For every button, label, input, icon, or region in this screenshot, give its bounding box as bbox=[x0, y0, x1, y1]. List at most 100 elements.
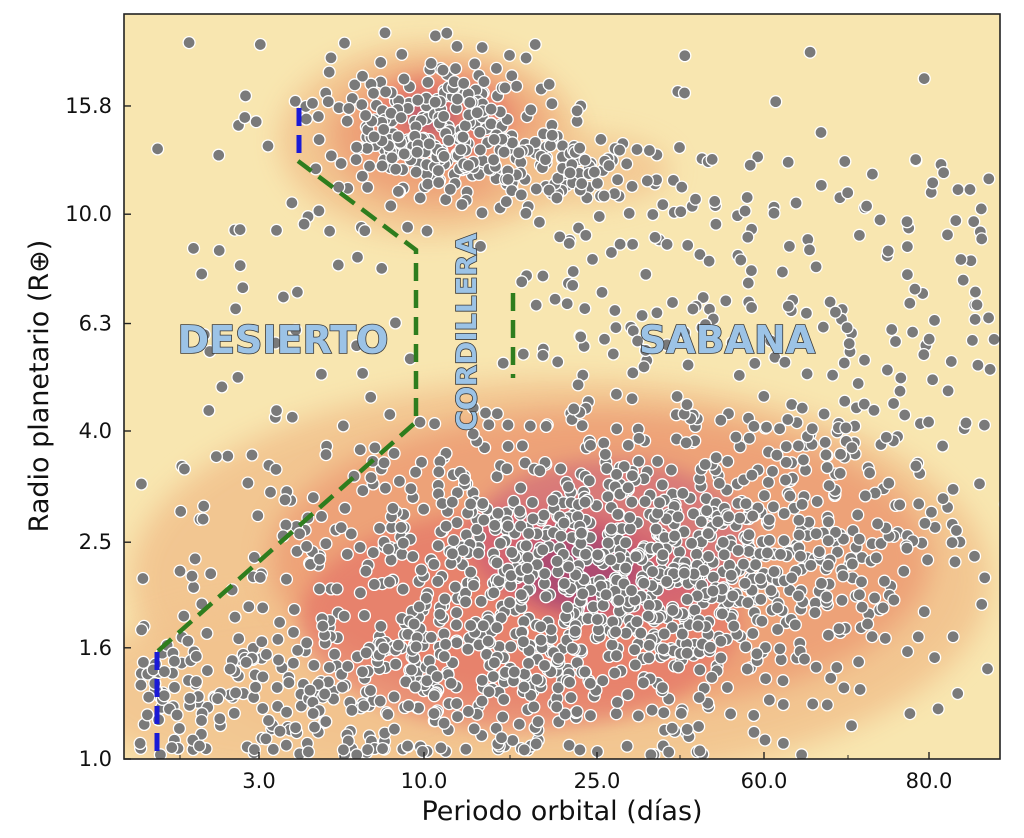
scatter-point bbox=[255, 635, 269, 649]
scatter-point bbox=[299, 112, 313, 126]
scatter-point bbox=[518, 456, 532, 470]
scatter-point bbox=[777, 506, 791, 521]
scatter-point bbox=[334, 520, 348, 535]
scatter-point bbox=[918, 516, 932, 530]
x-tick-label: 80.0 bbox=[906, 769, 953, 793]
scatter-point bbox=[759, 420, 774, 434]
scatter-point bbox=[192, 739, 207, 753]
scatter-point bbox=[515, 275, 529, 289]
scatter-point bbox=[448, 61, 463, 76]
scatter-point bbox=[788, 618, 802, 632]
scatter-point bbox=[944, 354, 958, 369]
scatter-point bbox=[355, 169, 369, 183]
scatter-point bbox=[648, 230, 662, 245]
scatter-point bbox=[545, 97, 559, 111]
scatter-point bbox=[852, 588, 867, 602]
scatter-point bbox=[430, 669, 444, 684]
scatter-point bbox=[232, 632, 246, 646]
scatter-point bbox=[383, 407, 397, 422]
scatter-point bbox=[779, 439, 793, 454]
scatter-point bbox=[378, 26, 392, 40]
scatter-point bbox=[968, 285, 983, 299]
scatter-point bbox=[823, 295, 837, 309]
scatter-point bbox=[610, 173, 625, 187]
scatter-point bbox=[639, 267, 653, 281]
scatter-point bbox=[388, 316, 403, 330]
scatter-point bbox=[437, 109, 451, 123]
scatter-point bbox=[401, 699, 416, 713]
scatter-point bbox=[613, 237, 627, 251]
scatter-point bbox=[256, 670, 270, 684]
scatter-point bbox=[820, 698, 834, 712]
scatter-point bbox=[271, 632, 285, 647]
scatter-point bbox=[590, 176, 605, 190]
scatter-point bbox=[259, 647, 274, 662]
scatter-point bbox=[573, 141, 587, 155]
scatter-point bbox=[134, 477, 149, 491]
scatter-point bbox=[531, 714, 545, 729]
scatter-point bbox=[134, 678, 148, 692]
scatter-point bbox=[288, 721, 303, 735]
scatter-point bbox=[259, 732, 273, 746]
y-tick-label: 4.0 bbox=[79, 419, 112, 443]
scatter-point bbox=[721, 454, 735, 469]
scatter-point bbox=[442, 133, 456, 148]
scatter-point bbox=[762, 693, 776, 707]
scatter-point bbox=[795, 497, 809, 511]
scatter-point bbox=[488, 518, 502, 532]
scatter-point bbox=[438, 637, 453, 651]
scatter-point bbox=[242, 600, 256, 614]
scatter-point bbox=[542, 77, 556, 91]
scatter-point bbox=[719, 294, 733, 308]
scatter-point bbox=[481, 634, 495, 648]
scatter-point bbox=[597, 436, 611, 450]
scatter-point bbox=[655, 478, 669, 492]
scatter-point bbox=[507, 494, 521, 509]
scatter-point bbox=[136, 571, 150, 586]
scatter-point bbox=[355, 366, 370, 380]
scatter-point bbox=[882, 476, 896, 490]
scatter-point bbox=[598, 447, 612, 461]
scatter-point bbox=[567, 402, 581, 416]
scatter-point bbox=[600, 461, 614, 476]
scatter-point bbox=[885, 322, 899, 337]
scatter-point bbox=[630, 615, 644, 629]
scatter-point bbox=[408, 680, 422, 694]
scatter-point bbox=[599, 588, 613, 602]
scatter-point bbox=[862, 466, 877, 480]
scatter-point bbox=[537, 508, 551, 522]
scatter-point bbox=[377, 122, 391, 137]
scatter-point bbox=[366, 545, 380, 560]
scatter-point bbox=[574, 526, 589, 540]
scatter-point bbox=[514, 519, 528, 533]
scatter-point bbox=[740, 190, 754, 205]
scatter-point bbox=[360, 742, 375, 757]
scatter-point bbox=[840, 321, 854, 335]
scatter-point bbox=[852, 228, 867, 242]
scatter-point bbox=[358, 224, 372, 238]
scatter-point bbox=[445, 547, 460, 561]
scatter-point bbox=[739, 640, 753, 654]
scatter-point bbox=[203, 344, 217, 359]
scatter-point bbox=[650, 454, 665, 468]
scatter-point bbox=[791, 589, 806, 603]
scatter-point bbox=[972, 477, 987, 491]
scatter-point bbox=[557, 516, 571, 530]
scatter-point bbox=[404, 482, 418, 496]
scatter-point bbox=[355, 97, 369, 112]
scatter-point bbox=[188, 552, 202, 566]
scatter-point bbox=[711, 515, 725, 529]
scatter-point bbox=[348, 78, 362, 92]
scatter-point bbox=[720, 680, 735, 695]
scatter-point bbox=[622, 206, 636, 220]
scatter-point bbox=[263, 485, 278, 499]
scatter-point bbox=[360, 180, 375, 194]
scatter-point bbox=[680, 722, 694, 736]
scatter-point bbox=[349, 152, 363, 167]
scatter-point bbox=[838, 154, 852, 169]
scatter-point bbox=[793, 549, 808, 563]
scatter-point bbox=[765, 464, 780, 478]
scatter-point bbox=[491, 506, 505, 520]
scatter-point bbox=[501, 439, 515, 454]
scatter-point bbox=[642, 143, 657, 158]
